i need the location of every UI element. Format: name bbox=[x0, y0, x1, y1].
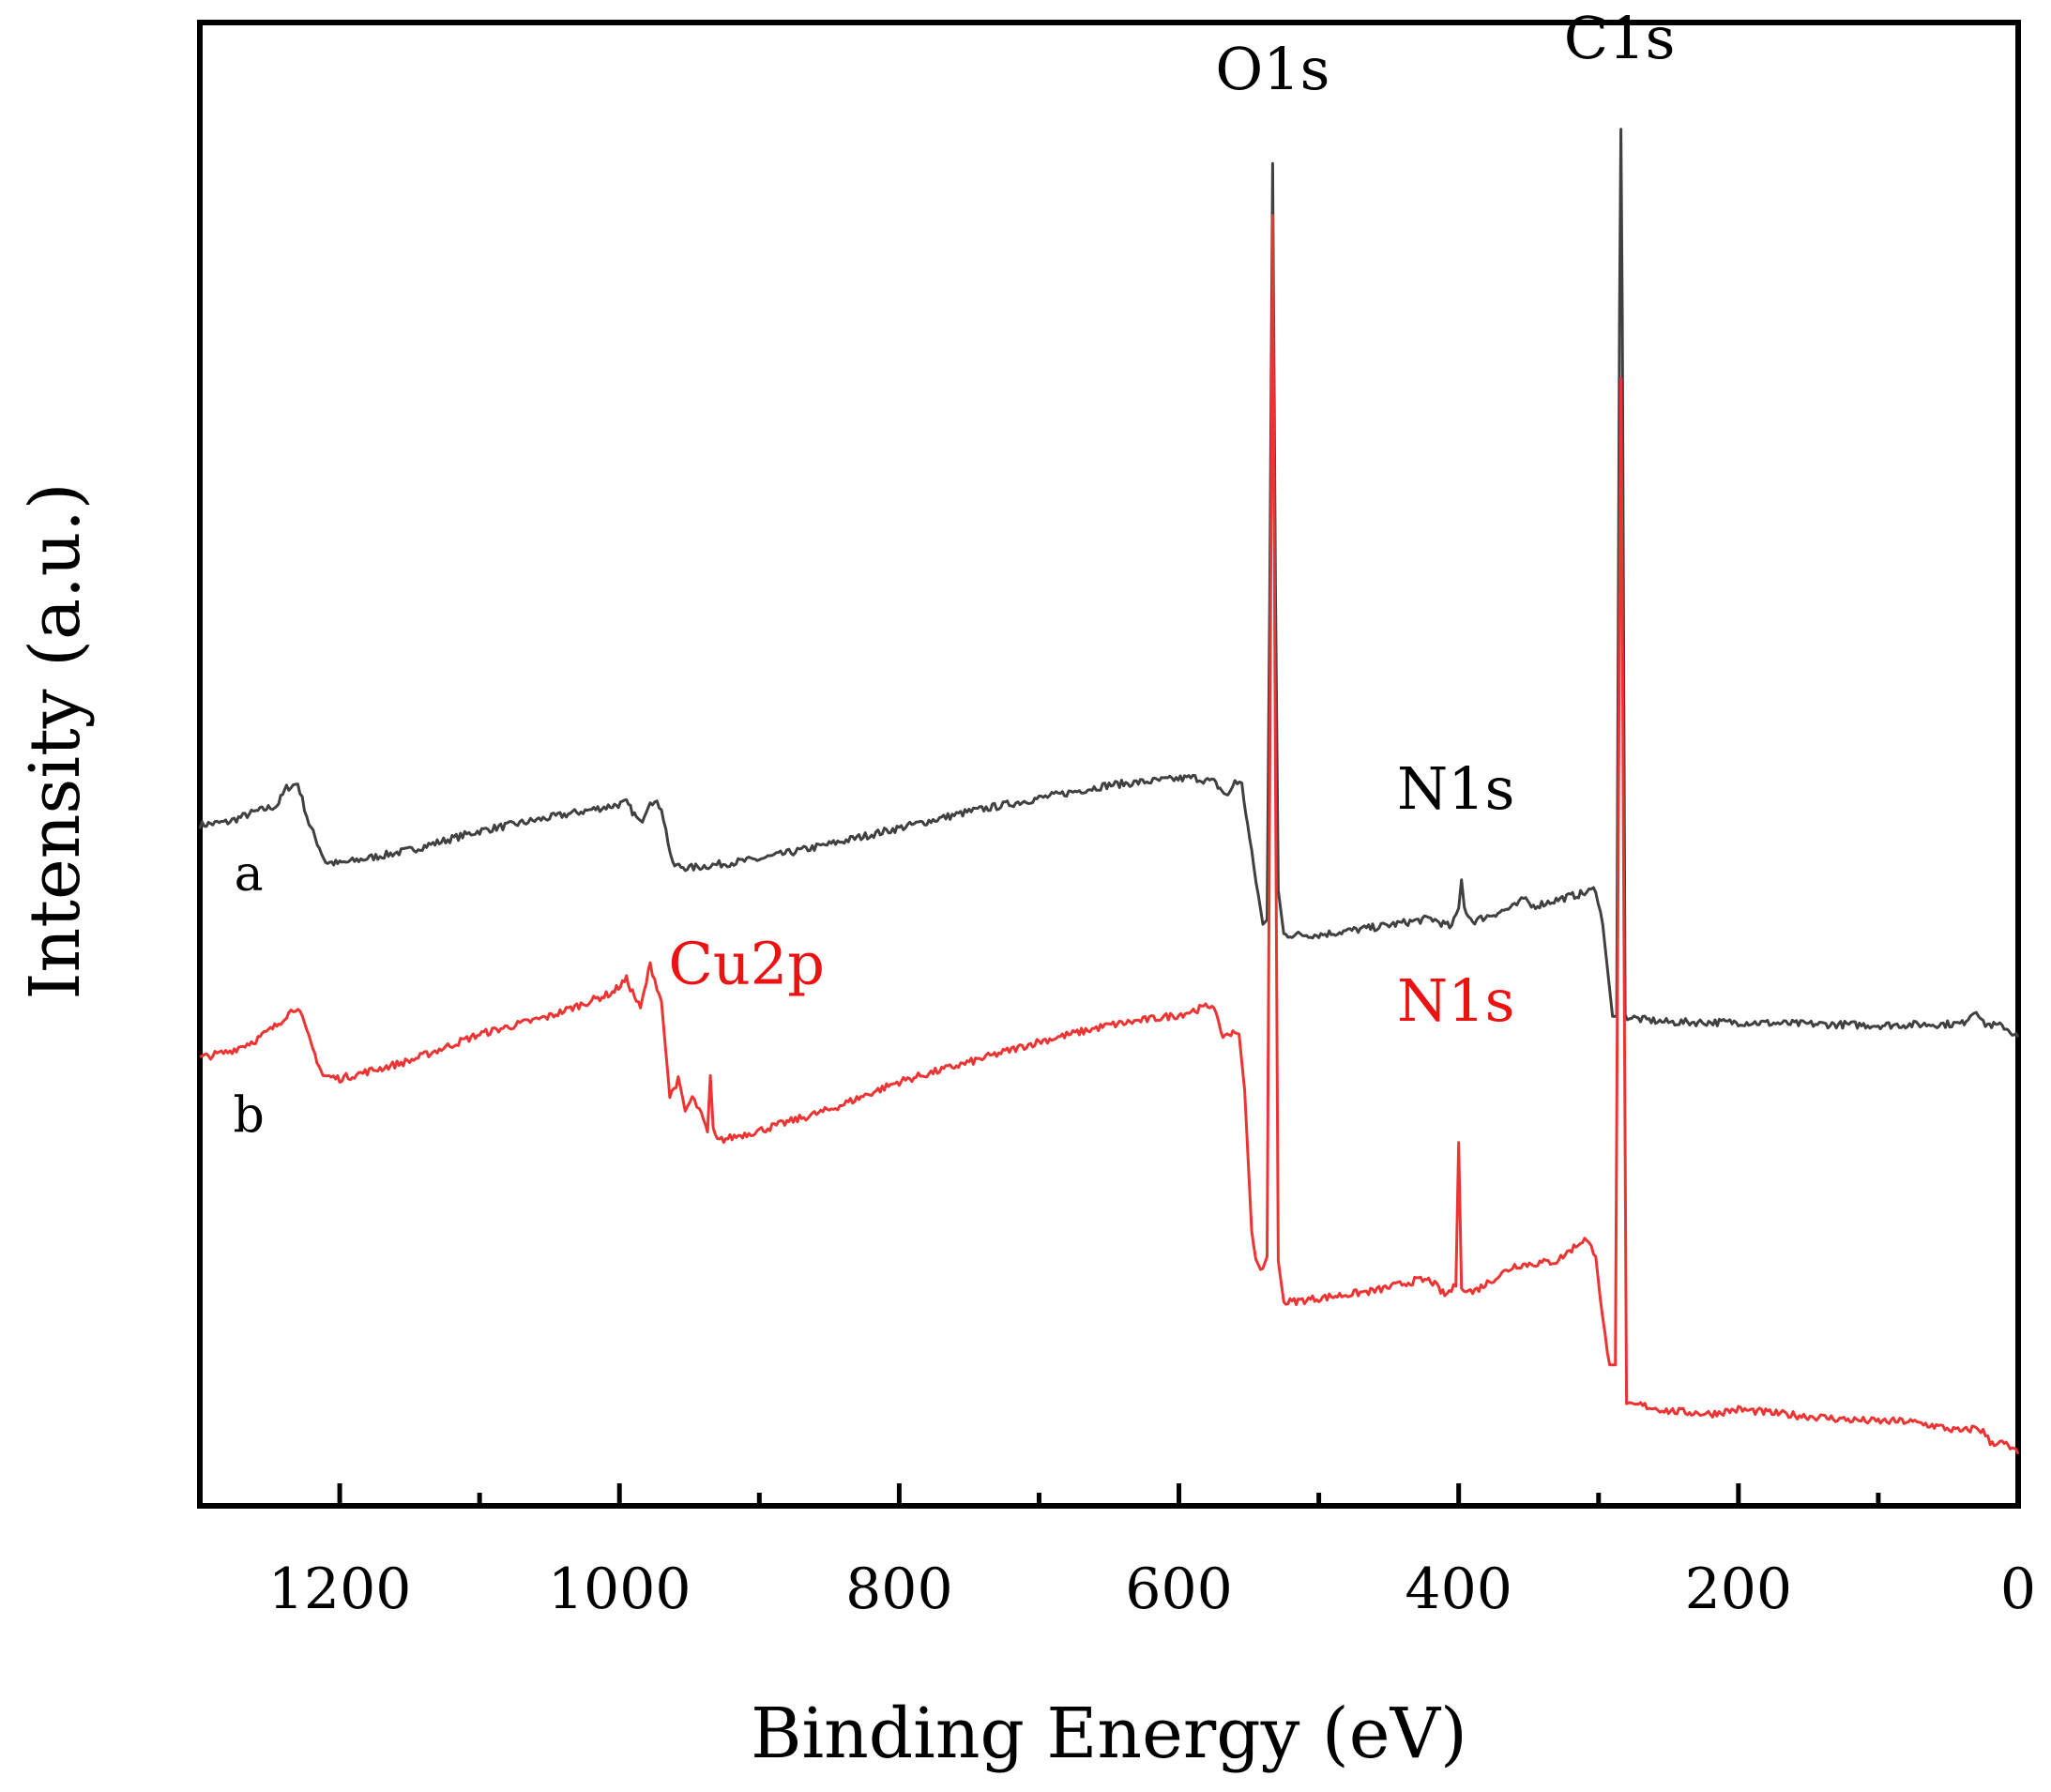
x-tick-label: 1200 bbox=[268, 1557, 412, 1622]
series-layer bbox=[198, 128, 2020, 1455]
series-label-a: a bbox=[235, 846, 264, 903]
plot-frame bbox=[197, 20, 2021, 1509]
y-axis-title: Intensity (a.u.) bbox=[15, 482, 96, 999]
x-tick-label: 1000 bbox=[548, 1557, 691, 1622]
peak-label-c1s: C1s bbox=[1564, 4, 1676, 72]
x-tick-label: 600 bbox=[1125, 1557, 1233, 1622]
x-tick-label: 400 bbox=[1405, 1557, 1512, 1622]
series-line-a bbox=[198, 128, 2020, 1039]
x-tick-label: 800 bbox=[845, 1557, 953, 1622]
series-line-b bbox=[199, 214, 2020, 1455]
x-tick-label: 200 bbox=[1685, 1557, 1793, 1622]
series-label-b: b bbox=[234, 1088, 265, 1145]
peak-label-n1s: N1s bbox=[1397, 754, 1515, 823]
x-axis-title: Binding Energy (eV) bbox=[751, 1693, 1467, 1774]
peak-label-n1s: N1s bbox=[1397, 966, 1515, 1035]
x-axis-ticks bbox=[337, 1483, 2021, 1506]
peak-label-cu2p: Cu2p bbox=[668, 929, 825, 997]
x-axis-tick-labels: 1200 1000 800 600 400 200 0 bbox=[268, 1557, 2036, 1622]
peak-label-o1s: O1s bbox=[1215, 35, 1329, 103]
x-tick-label: 0 bbox=[2000, 1557, 2036, 1622]
annotation-layer: O1s C1s N1s N1s Cu2p a b bbox=[234, 4, 1676, 1145]
